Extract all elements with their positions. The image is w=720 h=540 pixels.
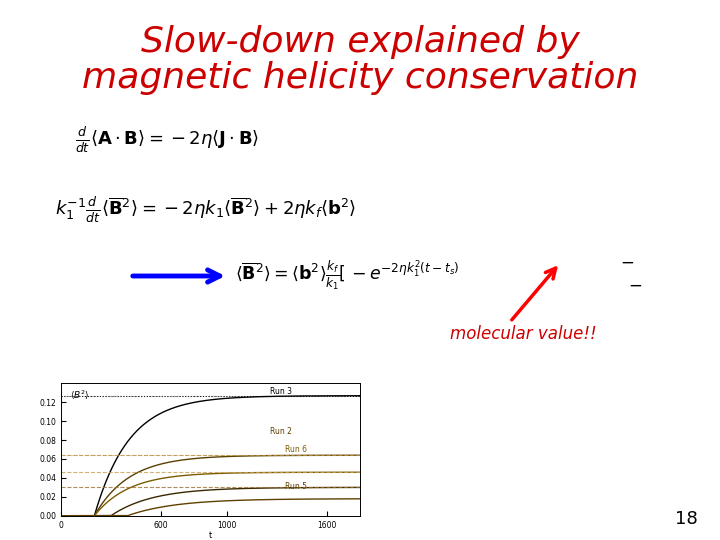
Text: Run 3: Run 3 — [271, 387, 292, 396]
Text: $\left\langle\overline{\mathbf{B}}^{2}\right\rangle = \left\langle \mathbf{b}^{2: $\left\langle\overline{\mathbf{B}}^{2}\r… — [235, 258, 459, 292]
X-axis label: t: t — [209, 531, 212, 540]
Text: $\langle B^2\rangle$: $\langle B^2\rangle$ — [70, 389, 89, 401]
Text: molecular value!!: molecular value!! — [450, 325, 597, 343]
Text: $-$: $-$ — [620, 253, 634, 271]
Text: Run 2: Run 2 — [271, 427, 292, 436]
Text: 18: 18 — [675, 510, 698, 528]
Text: Slow-down explained by: Slow-down explained by — [140, 25, 580, 59]
Text: magnetic helicity conservation: magnetic helicity conservation — [82, 61, 638, 95]
Text: Run 6: Run 6 — [285, 445, 307, 454]
Text: $\frac{d}{dt}\langle \mathbf{A} \cdot \mathbf{B}\rangle = -2\eta\langle \mathbf{: $\frac{d}{dt}\langle \mathbf{A} \cdot \m… — [75, 125, 259, 155]
Text: $-$: $-$ — [628, 276, 642, 294]
Text: Run 5: Run 5 — [285, 482, 307, 491]
Text: $k_1^{-1}\frac{d}{dt}\left\langle\overline{\mathbf{B}}^{2}\right\rangle = -2\eta: $k_1^{-1}\frac{d}{dt}\left\langle\overli… — [55, 195, 356, 225]
